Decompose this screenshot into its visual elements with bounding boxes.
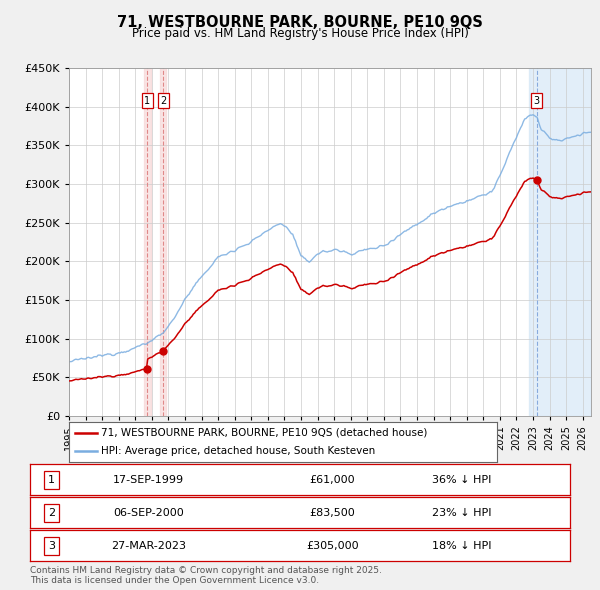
Text: 3: 3: [534, 96, 540, 106]
Text: 71, WESTBOURNE PARK, BOURNE, PE10 9QS: 71, WESTBOURNE PARK, BOURNE, PE10 9QS: [117, 15, 483, 30]
Text: HPI: Average price, detached house, South Kesteven: HPI: Average price, detached house, Sout…: [101, 446, 376, 456]
Text: 17-SEP-1999: 17-SEP-1999: [113, 475, 184, 484]
Text: £61,000: £61,000: [310, 475, 355, 484]
Bar: [160, 68, 166, 416]
Text: 71, WESTBOURNE PARK, BOURNE, PE10 9QS (detached house): 71, WESTBOURNE PARK, BOURNE, PE10 9QS (d…: [101, 428, 427, 438]
Bar: [144, 68, 151, 416]
Text: 06-SEP-2000: 06-SEP-2000: [113, 508, 184, 517]
Text: £305,000: £305,000: [306, 541, 359, 550]
Text: 18% ↓ HPI: 18% ↓ HPI: [432, 541, 492, 550]
Text: £83,500: £83,500: [310, 508, 355, 517]
Text: 1: 1: [48, 475, 55, 484]
Text: 36% ↓ HPI: 36% ↓ HPI: [433, 475, 491, 484]
Text: Contains HM Land Registry data © Crown copyright and database right 2025.
This d: Contains HM Land Registry data © Crown c…: [30, 566, 382, 585]
Text: 1: 1: [144, 96, 150, 106]
Text: 27-MAR-2023: 27-MAR-2023: [112, 541, 187, 550]
Text: Price paid vs. HM Land Registry's House Price Index (HPI): Price paid vs. HM Land Registry's House …: [131, 27, 469, 40]
Text: 23% ↓ HPI: 23% ↓ HPI: [432, 508, 492, 517]
Text: 2: 2: [160, 96, 166, 106]
Text: 2: 2: [48, 508, 55, 517]
Bar: [529, 68, 591, 416]
Text: 3: 3: [48, 541, 55, 550]
